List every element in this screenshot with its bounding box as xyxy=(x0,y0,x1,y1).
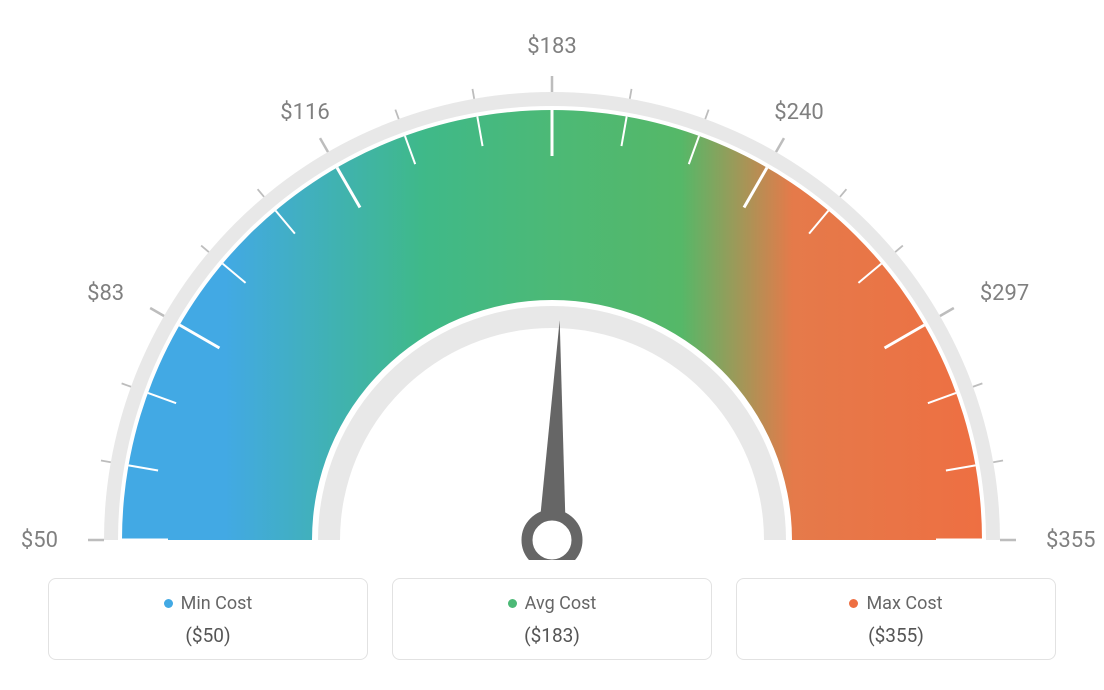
rim-tick xyxy=(320,138,328,152)
legend-min-value: ($50) xyxy=(59,624,357,647)
legend-max-dot xyxy=(849,599,858,608)
rim-tick xyxy=(201,246,209,252)
legend-avg: Avg Cost ($183) xyxy=(392,578,712,660)
legend-min-label: Min Cost xyxy=(164,593,253,614)
rim-tick xyxy=(630,89,632,99)
rim-tick xyxy=(993,460,1003,462)
rim-tick xyxy=(705,110,708,119)
legend-max: Max Cost ($355) xyxy=(736,578,1056,660)
legend-min-dot xyxy=(164,599,173,608)
legend-avg-label: Avg Cost xyxy=(508,593,597,614)
legend-max-text: Max Cost xyxy=(866,593,942,614)
gauge-tick-label: $83 xyxy=(87,281,124,306)
gauge-svg: $50 $83 $116 $183 $240 $297 $355 xyxy=(0,0,1104,560)
legend-row: Min Cost ($50) Avg Cost ($183) Max Cost … xyxy=(0,578,1104,660)
legend-max-value: ($355) xyxy=(747,624,1045,647)
rim-tick xyxy=(101,460,111,462)
rim-tick xyxy=(472,89,474,99)
legend-avg-value: ($183) xyxy=(403,624,701,647)
gauge-hub xyxy=(527,515,577,560)
rim-tick xyxy=(840,189,846,197)
legend-avg-dot xyxy=(508,599,517,608)
rim-tick xyxy=(776,138,784,152)
rim-tick xyxy=(258,189,264,197)
rim-tick xyxy=(150,308,164,316)
gauge-tick-label: $240 xyxy=(774,100,823,125)
gauge-tick-label: $50 xyxy=(21,528,58,553)
gauge-needle xyxy=(538,320,566,540)
gauge-tick-label: $116 xyxy=(280,100,329,125)
gauge-chart: $50 $83 $116 $183 $240 $297 $355 xyxy=(0,0,1104,560)
legend-min-text: Min Cost xyxy=(181,593,253,614)
rim-tick xyxy=(973,383,982,386)
legend-max-label: Max Cost xyxy=(849,593,942,614)
rim-tick xyxy=(122,383,131,386)
legend-avg-text: Avg Cost xyxy=(525,593,597,614)
rim-tick xyxy=(895,246,903,252)
gauge-tick-label: $355 xyxy=(1046,528,1095,553)
rim-tick xyxy=(395,110,398,119)
rim-tick xyxy=(940,308,954,316)
gauge-tick-label: $183 xyxy=(527,34,576,59)
gauge-tick-label: $297 xyxy=(980,281,1029,306)
legend-min: Min Cost ($50) xyxy=(48,578,368,660)
